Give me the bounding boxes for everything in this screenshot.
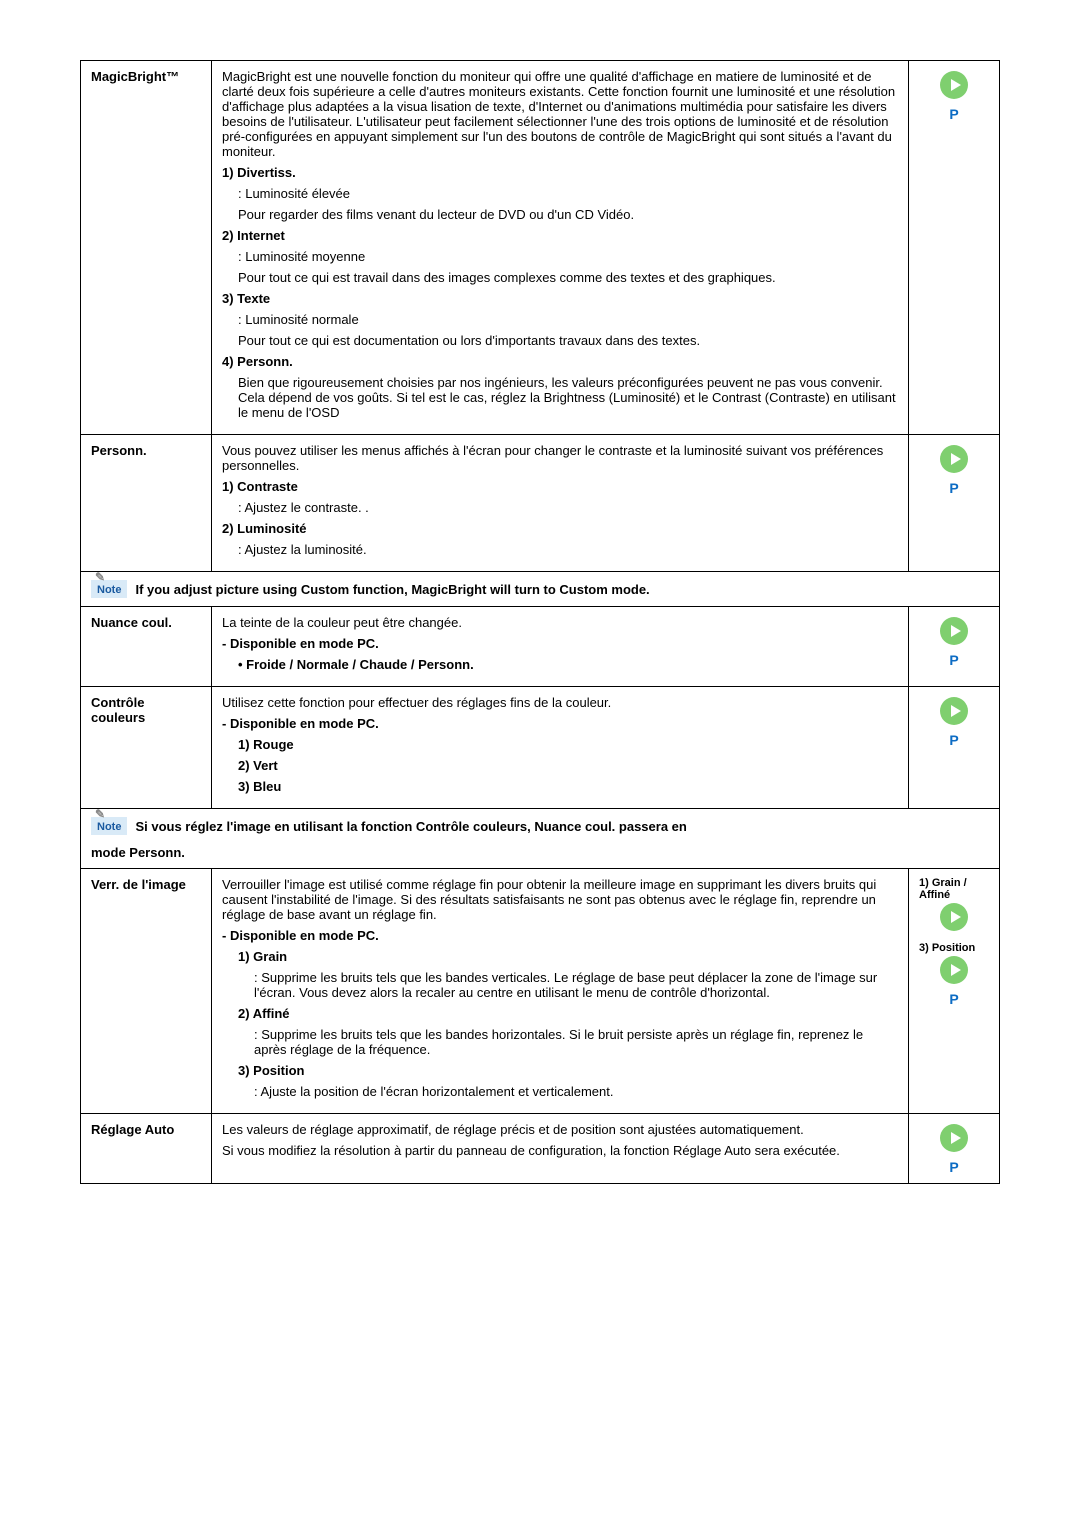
mb-1-title: 1) Divertiss. (222, 165, 898, 180)
cc-3: 3) Bleu (238, 779, 898, 794)
icon-cell-controle: P (909, 687, 1000, 809)
desc-nuance: La teinte de la couleur peut être changé… (212, 607, 909, 687)
pn-2-title: 2) Luminosité (222, 521, 898, 536)
mb-4-txt: Bien que rigoureusement choisies par nos… (238, 375, 898, 420)
desc-personn: Vous pouvez utiliser les menus affichés … (212, 435, 909, 572)
vr-3a: : Ajuste la position de l'écran horizont… (254, 1084, 898, 1099)
icon-cell-reglage: P (909, 1114, 1000, 1184)
note-1-text: If you adjust picture using Custom funct… (135, 582, 649, 597)
vr-side1: 1) Grain / Affiné (919, 877, 989, 901)
mb-3-sub: : Luminosité normale (238, 312, 898, 327)
icon-cell-magicbright: P (909, 61, 1000, 435)
vr-2t: 2) Affiné (238, 1006, 898, 1021)
row-magicbright: MagicBright™ MagicBright est une nouvell… (81, 61, 1000, 435)
nu-c: • Froide / Normale / Chaude / Personn. (238, 657, 898, 672)
vr-side2: 3) Position (919, 942, 989, 954)
label-verr: Verr. de l'image (81, 869, 212, 1114)
desc-reglage: Les valeurs de réglage approximatif, de … (212, 1114, 909, 1184)
note-badge: Note (91, 580, 127, 598)
settings-table: MagicBright™ MagicBright est une nouvell… (80, 60, 1000, 1184)
note-row-1: Note If you adjust picture using Custom … (81, 572, 1000, 607)
row-personn: Personn. Vous pouvez utiliser les menus … (81, 435, 1000, 572)
pn-intro: Vous pouvez utiliser les menus affichés … (222, 443, 898, 473)
ra-b: Si vous modifiez la résolution à partir … (222, 1143, 898, 1158)
note-1-cell: Note If you adjust picture using Custom … (81, 572, 1000, 607)
desc-magicbright: MagicBright est une nouvelle fonction du… (212, 61, 909, 435)
p-label: P (919, 106, 989, 122)
icon-cell-verr: 1) Grain / Affiné 3) Position P (909, 869, 1000, 1114)
row-nuance: Nuance coul. La teinte de la couleur peu… (81, 607, 1000, 687)
desc-verr: Verrouiller l'image est utilisé comme ré… (212, 869, 909, 1114)
mb-2-sub: : Luminosité moyenne (238, 249, 898, 264)
mb-3-txt: Pour tout ce qui est documentation ou lo… (238, 333, 898, 348)
play-icon (940, 903, 968, 931)
row-verr: Verr. de l'image Verrouiller l'image est… (81, 869, 1000, 1114)
nu-b: - Disponible en mode PC. (222, 636, 898, 651)
vr-2a: : Supprime les bruits tels que les bande… (254, 1027, 898, 1057)
cc-a: Utilisez cette fonction pour effectuer d… (222, 695, 898, 710)
vr-disp: - Disponible en mode PC. (222, 928, 898, 943)
p-label: P (919, 652, 989, 668)
pn-2-txt: : Ajustez la luminosité. (238, 542, 898, 557)
vr-1a: : Supprime les bruits tels que les bande… (254, 970, 898, 1000)
mb-3-title: 3) Texte (222, 291, 898, 306)
cc-1: 1) Rouge (238, 737, 898, 752)
play-icon (940, 617, 968, 645)
mb-2-title: 2) Internet (222, 228, 898, 243)
label-nuance: Nuance coul. (81, 607, 212, 687)
note-2b-text: mode Personn. (91, 845, 989, 860)
play-icon (940, 1124, 968, 1152)
p-label: P (919, 1159, 989, 1175)
ra-a: Les valeurs de réglage approximatif, de … (222, 1122, 898, 1137)
label-personn: Personn. (81, 435, 212, 572)
mb-1-sub: : Luminosité élevée (238, 186, 898, 201)
note-row-2: Note Si vous réglez l'image en utilisant… (81, 809, 1000, 869)
mb-4-title: 4) Personn. (222, 354, 898, 369)
pn-1-txt: : Ajustez le contraste. . (238, 500, 898, 515)
icon-cell-nuance: P (909, 607, 1000, 687)
note-badge: Note (91, 817, 127, 835)
pn-1-title: 1) Contraste (222, 479, 898, 494)
mb-1-txt: Pour regarder des films venant du lecteu… (238, 207, 898, 222)
cc-2: 2) Vert (238, 758, 898, 773)
play-icon (940, 956, 968, 984)
label-magicbright: MagicBright™ (81, 61, 212, 435)
vr-intro: Verrouiller l'image est utilisé comme ré… (222, 877, 898, 922)
row-controle: Contrôle couleurs Utilisez cette fonctio… (81, 687, 1000, 809)
play-icon (940, 71, 968, 99)
mb-intro: MagicBright est une nouvelle fonction du… (222, 69, 898, 159)
vr-1t: 1) Grain (238, 949, 898, 964)
icon-cell-personn: P (909, 435, 1000, 572)
desc-controle: Utilisez cette fonction pour effectuer d… (212, 687, 909, 809)
p-label: P (919, 991, 989, 1007)
mb-2-txt: Pour tout ce qui est travail dans des im… (238, 270, 898, 285)
p-label: P (919, 732, 989, 748)
play-icon (940, 445, 968, 473)
note-2-cell: Note Si vous réglez l'image en utilisant… (81, 809, 1000, 869)
cc-b: - Disponible en mode PC. (222, 716, 898, 731)
p-label: P (919, 480, 989, 496)
nu-a: La teinte de la couleur peut être changé… (222, 615, 898, 630)
note-2a-text: Si vous réglez l'image en utilisant la f… (135, 819, 686, 834)
row-reglage: Réglage Auto Les valeurs de réglage appr… (81, 1114, 1000, 1184)
label-reglage: Réglage Auto (81, 1114, 212, 1184)
vr-3t: 3) Position (238, 1063, 898, 1078)
play-icon (940, 697, 968, 725)
label-controle: Contrôle couleurs (81, 687, 212, 809)
